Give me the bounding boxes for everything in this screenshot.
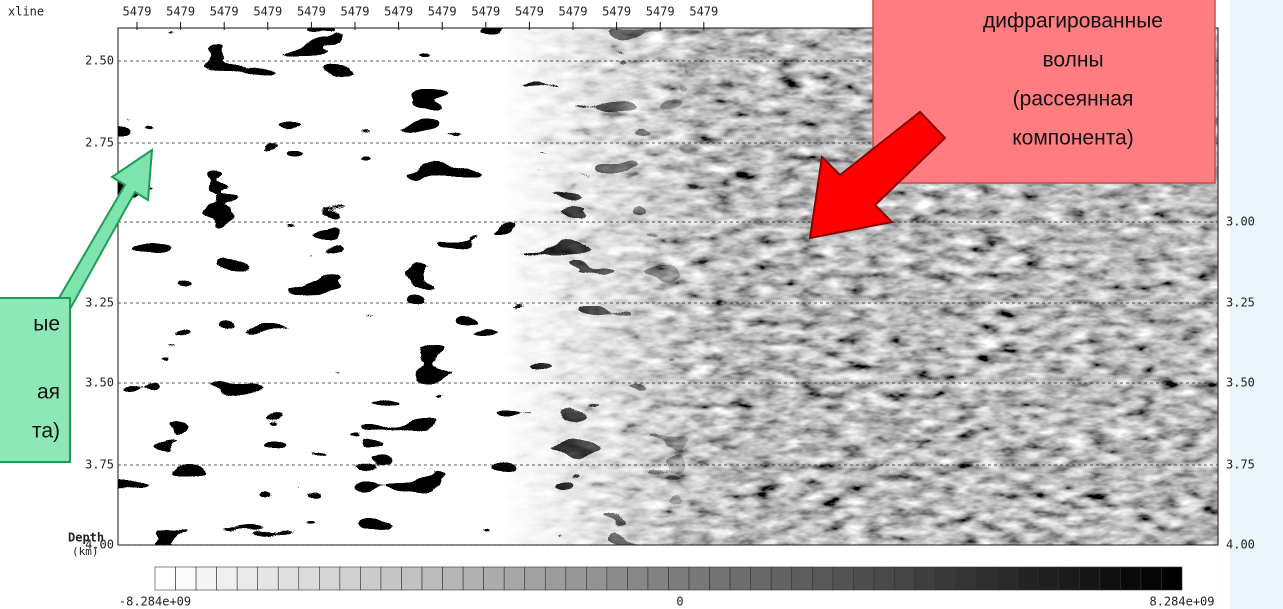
colorbar-cell bbox=[442, 566, 464, 591]
colorbar bbox=[154, 566, 1183, 591]
colorbar-cell bbox=[914, 566, 936, 591]
colorbar-max-label: 8.284e+09 bbox=[1149, 595, 1214, 609]
colorbar-cell bbox=[750, 566, 772, 591]
colorbar-cell bbox=[421, 566, 443, 591]
top-tick-label: 5479 bbox=[471, 5, 500, 19]
colorbar-cell bbox=[647, 566, 669, 591]
colorbar-cell bbox=[175, 566, 197, 591]
colorbar-cell bbox=[976, 566, 998, 591]
colorbar-cell bbox=[462, 566, 484, 591]
colorbar-cell bbox=[298, 566, 320, 591]
colorbar-cell bbox=[524, 566, 546, 591]
right-tick-label: 3.50 bbox=[1226, 376, 1255, 390]
right-tick-label: 4.00 bbox=[1226, 538, 1255, 552]
colorbar-cell bbox=[832, 566, 854, 591]
regular-callout-line: ая bbox=[37, 381, 60, 404]
left-tick-label: 3.25 bbox=[85, 296, 114, 310]
right-tick-label: 3.25 bbox=[1226, 296, 1255, 310]
left-tick-label: 3.50 bbox=[85, 376, 114, 390]
colorbar-cell bbox=[770, 566, 793, 591]
colorbar-cell bbox=[688, 566, 710, 591]
axes: 5479 5479 5479 5479 5479 5479 5479 5479 5479 5479… bbox=[85, 5, 1255, 552]
top-tick-label: 5479 bbox=[515, 5, 544, 19]
top-tick-label: 5479 bbox=[166, 5, 195, 19]
scattered-callout-text: дифрагированные волны (рассеянная компонент… bbox=[983, 10, 1163, 150]
colorbar-cell bbox=[216, 566, 238, 591]
colorbar-mid-label: 0 bbox=[676, 595, 683, 609]
left-tick-label: 4.00 bbox=[85, 538, 114, 552]
colorbar-cell bbox=[955, 566, 977, 591]
colorbar-cell bbox=[586, 566, 608, 591]
colorbar-cell bbox=[380, 566, 402, 591]
colorbar-cell bbox=[668, 566, 690, 591]
scattered-arrow bbox=[808, 110, 947, 240]
top-tick-label: 5479 bbox=[210, 5, 239, 19]
colorbar-cell bbox=[277, 566, 300, 591]
regular-callout-line: ые bbox=[33, 313, 60, 336]
axis-unit: (km) bbox=[72, 545, 99, 558]
colorbar-min-label: -8.284e+09 bbox=[119, 595, 191, 609]
colorbar-cell bbox=[791, 566, 813, 591]
top-tick-label: 5479 bbox=[123, 5, 152, 19]
colorbar-cell bbox=[606, 566, 628, 591]
regular-callout-text: ые ая та) bbox=[32, 313, 60, 443]
colorbar-cell bbox=[195, 566, 217, 591]
left-tick-label: 3.75 bbox=[85, 458, 114, 472]
colorbar-cell bbox=[1120, 566, 1142, 591]
right-tick-label: 3.00 bbox=[1226, 215, 1255, 229]
colorbar-cell bbox=[1099, 566, 1121, 591]
colorbar-cell bbox=[1079, 566, 1101, 591]
colorbar-cell bbox=[1017, 566, 1039, 591]
plot-frame bbox=[117, 27, 1219, 546]
colorbar-cell bbox=[257, 566, 279, 591]
colorbar-cell bbox=[339, 566, 361, 591]
left-tick-label: 2.75 bbox=[85, 136, 114, 150]
colorbar-cell bbox=[236, 566, 259, 591]
scattered-callout-line: дифрагированные bbox=[983, 10, 1163, 33]
right-tick-label: 3.75 bbox=[1226, 458, 1255, 472]
scattered-callout-line: волны bbox=[1042, 49, 1103, 72]
top-tick-label: 5479 bbox=[646, 5, 675, 19]
top-tick-label: 5479 bbox=[559, 5, 588, 19]
colorbar-cell bbox=[811, 566, 834, 591]
regular-arrow bbox=[50, 148, 154, 320]
colorbar-cell bbox=[544, 566, 567, 591]
left-tick-label: 2.50 bbox=[85, 54, 114, 68]
top-tick-label: 5479 bbox=[341, 5, 370, 19]
colorbar-cell bbox=[1161, 566, 1183, 591]
scattered-callout-line: компонента) bbox=[1012, 127, 1134, 150]
colorbar-cell bbox=[1037, 566, 1060, 591]
colorbar-cell bbox=[319, 566, 341, 591]
colorbar-cell bbox=[729, 566, 751, 591]
colorbar-cell bbox=[894, 566, 916, 591]
top-tick-label: 5479 bbox=[384, 5, 413, 19]
colorbar-cell bbox=[996, 566, 1018, 591]
colorbar-cell bbox=[873, 566, 895, 591]
colorbar-cell bbox=[360, 566, 382, 591]
top-tick-label: 5479 bbox=[253, 5, 282, 19]
top-tick-label: 5479 bbox=[297, 5, 326, 19]
colorbar-cell bbox=[709, 566, 731, 591]
colorbar-cell bbox=[935, 566, 957, 591]
axis-title: Depth bbox=[68, 531, 104, 545]
top-tick-label: 5479 bbox=[689, 5, 718, 19]
colorbar-cell bbox=[154, 566, 176, 591]
colorbar-cell bbox=[627, 566, 649, 591]
scattered-callout-line: (рассеянная bbox=[1013, 88, 1134, 111]
colorbar-cell bbox=[1140, 566, 1162, 591]
colorbar-cell bbox=[565, 566, 587, 591]
regular-callout-line: та) bbox=[32, 420, 60, 443]
colorbar-cell bbox=[1058, 566, 1080, 591]
colorbar-cell bbox=[483, 566, 505, 591]
top-tick-label: 5479 bbox=[602, 5, 631, 19]
colorbar-cell bbox=[853, 566, 875, 591]
top-axis-label: xline bbox=[8, 5, 44, 19]
colorbar-cell bbox=[503, 566, 526, 591]
regular-callout-box bbox=[0, 297, 71, 463]
colorbar-cell bbox=[401, 566, 423, 591]
top-tick-label: 5479 bbox=[428, 5, 457, 19]
